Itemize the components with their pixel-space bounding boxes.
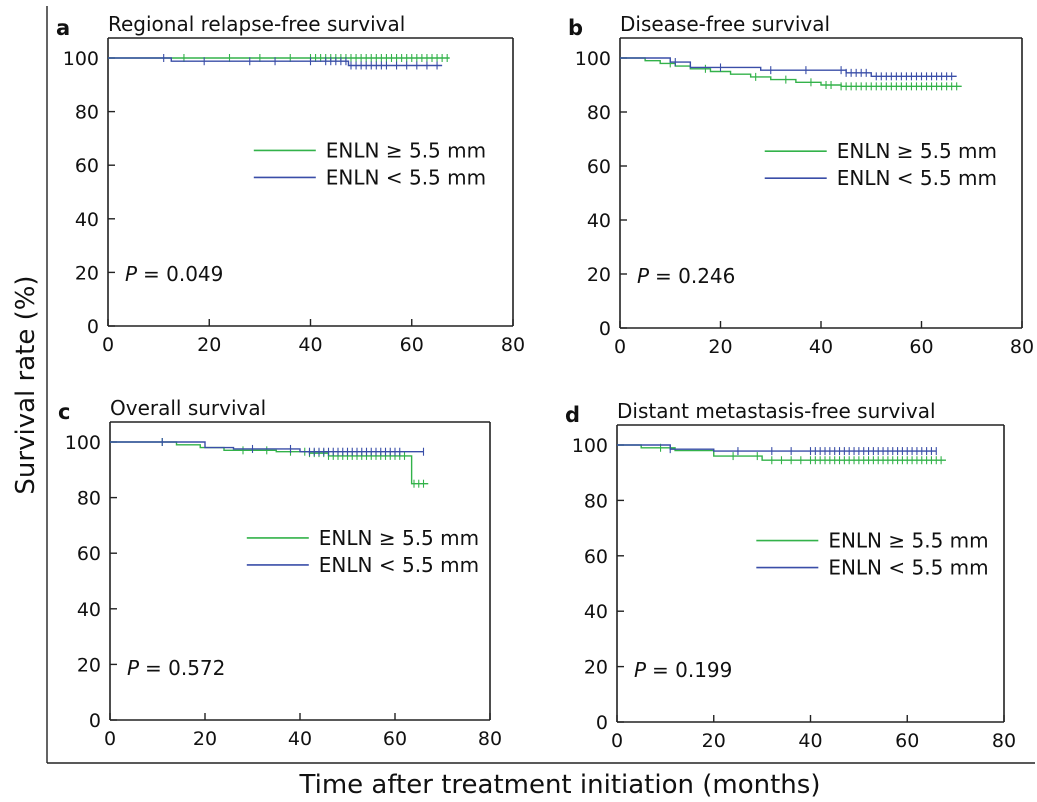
y-tick-label: 80 bbox=[77, 488, 101, 510]
y-tick-label: 100 bbox=[575, 48, 611, 70]
km-curve-lt bbox=[110, 441, 424, 453]
km-curve-ge bbox=[620, 57, 962, 88]
y-tick-label: 20 bbox=[587, 264, 611, 286]
legend-label-lt: ENLN < 5.5 mm bbox=[828, 556, 988, 580]
y-tick-label: 80 bbox=[584, 490, 608, 512]
y-tick-label: 100 bbox=[572, 435, 608, 457]
panel-a: 0 20 40 60 80 0 20 40 60 80 100 a Regional relapse-f… bbox=[56, 12, 525, 356]
y-tick-label: 40 bbox=[75, 209, 99, 231]
km-curve-ge bbox=[110, 441, 429, 485]
panel-c: 0 20 40 60 80 0 20 40 60 80 100 c Overall survival EN… bbox=[58, 396, 502, 750]
panel-letter: d bbox=[565, 403, 580, 427]
p-value-symbol: P bbox=[634, 658, 647, 682]
panels-group: 0 20 40 60 80 0 20 40 60 80 100 a Regional relapse-f… bbox=[56, 12, 1034, 752]
y-tick-label: 60 bbox=[587, 156, 611, 178]
x-tick-label: 20 bbox=[193, 728, 217, 750]
panel-letter: b bbox=[568, 16, 583, 40]
legend-label-lt: ENLN < 5.5 mm bbox=[837, 166, 997, 190]
x-tick-label: 40 bbox=[809, 336, 833, 358]
x-tick-label: 80 bbox=[501, 334, 525, 356]
x-tick-label: 60 bbox=[909, 336, 933, 358]
x-tick-label: 0 bbox=[104, 728, 116, 750]
y-tick-label: 80 bbox=[75, 102, 99, 124]
panel-title: Distant metastasis-free survival bbox=[617, 399, 936, 423]
x-axis-title: Time after treatment initiation (months) bbox=[299, 770, 821, 800]
panel-title: Overall survival bbox=[110, 396, 266, 420]
y-tick-label: 20 bbox=[75, 262, 99, 284]
p-value-symbol: P bbox=[127, 656, 140, 680]
p-value-symbol: P bbox=[125, 262, 138, 286]
y-axis-title: Survival rate (%) bbox=[11, 275, 41, 494]
p-value-text: = 0.049 bbox=[143, 262, 223, 286]
x-tick-label: 20 bbox=[197, 334, 221, 356]
y-tick-label: 100 bbox=[65, 432, 101, 454]
y-tick-label: 60 bbox=[584, 546, 608, 568]
x-tick-label: 20 bbox=[708, 336, 732, 358]
panel-letter: a bbox=[56, 16, 70, 40]
legend-label-ge: ENLN ≥ 5.5 mm bbox=[326, 138, 486, 162]
x-tick-label: 80 bbox=[992, 730, 1016, 752]
km-curve-ge bbox=[617, 444, 946, 461]
legend-label-lt: ENLN < 5.5 mm bbox=[319, 553, 479, 577]
y-tick-label: 0 bbox=[87, 316, 99, 338]
y-tick-label: 0 bbox=[596, 712, 608, 734]
x-tick-label: 40 bbox=[288, 728, 312, 750]
x-tick-label: 0 bbox=[102, 334, 114, 356]
x-tick-label: 80 bbox=[478, 728, 502, 750]
panel-b: 0 20 40 60 80 0 20 40 60 80 100 b Disease-free survi… bbox=[568, 12, 1034, 358]
x-tick-label: 80 bbox=[1010, 336, 1034, 358]
x-tick-label: 60 bbox=[383, 728, 407, 750]
y-tick-label: 20 bbox=[584, 657, 608, 679]
x-tick-label: 40 bbox=[798, 730, 822, 752]
x-tick-label: 20 bbox=[702, 730, 726, 752]
km-curve-lt bbox=[620, 57, 957, 78]
p-value-text: = 0.572 bbox=[145, 656, 225, 680]
y-tick-label: 20 bbox=[77, 654, 101, 676]
p-value-symbol: P bbox=[637, 264, 650, 288]
panel-d: 0 20 40 60 80 0 20 40 60 80 100 d Distant metastasis… bbox=[565, 399, 1016, 752]
x-tick-label: 40 bbox=[298, 334, 322, 356]
panel-letter: c bbox=[58, 400, 70, 424]
legend-label-ge: ENLN ≥ 5.5 mm bbox=[319, 526, 479, 550]
y-tick-label: 60 bbox=[77, 543, 101, 565]
x-tick-label: 0 bbox=[614, 336, 626, 358]
y-tick-label: 40 bbox=[77, 599, 101, 621]
panel-title: Disease-free survival bbox=[620, 12, 830, 36]
y-tick-label: 40 bbox=[587, 210, 611, 232]
x-tick-label: 0 bbox=[611, 730, 623, 752]
y-tick-label: 60 bbox=[75, 155, 99, 177]
legend-label-lt: ENLN < 5.5 mm bbox=[326, 165, 486, 189]
km-curve-lt bbox=[617, 444, 937, 452]
y-tick-label: 0 bbox=[599, 318, 611, 340]
y-tick-label: 80 bbox=[587, 102, 611, 124]
y-tick-label: 100 bbox=[63, 48, 99, 70]
km-curve-lt bbox=[108, 57, 443, 67]
x-tick-label: 60 bbox=[895, 730, 919, 752]
x-tick-label: 60 bbox=[400, 334, 424, 356]
panel-title: Regional relapse-free survival bbox=[108, 12, 405, 36]
legend-label-ge: ENLN ≥ 5.5 mm bbox=[837, 139, 997, 163]
p-value-text: = 0.199 bbox=[652, 658, 732, 682]
p-value-text: = 0.246 bbox=[655, 264, 735, 288]
y-tick-label: 0 bbox=[89, 710, 101, 732]
legend-label-ge: ENLN ≥ 5.5 mm bbox=[828, 529, 988, 553]
y-tick-label: 40 bbox=[584, 601, 608, 623]
